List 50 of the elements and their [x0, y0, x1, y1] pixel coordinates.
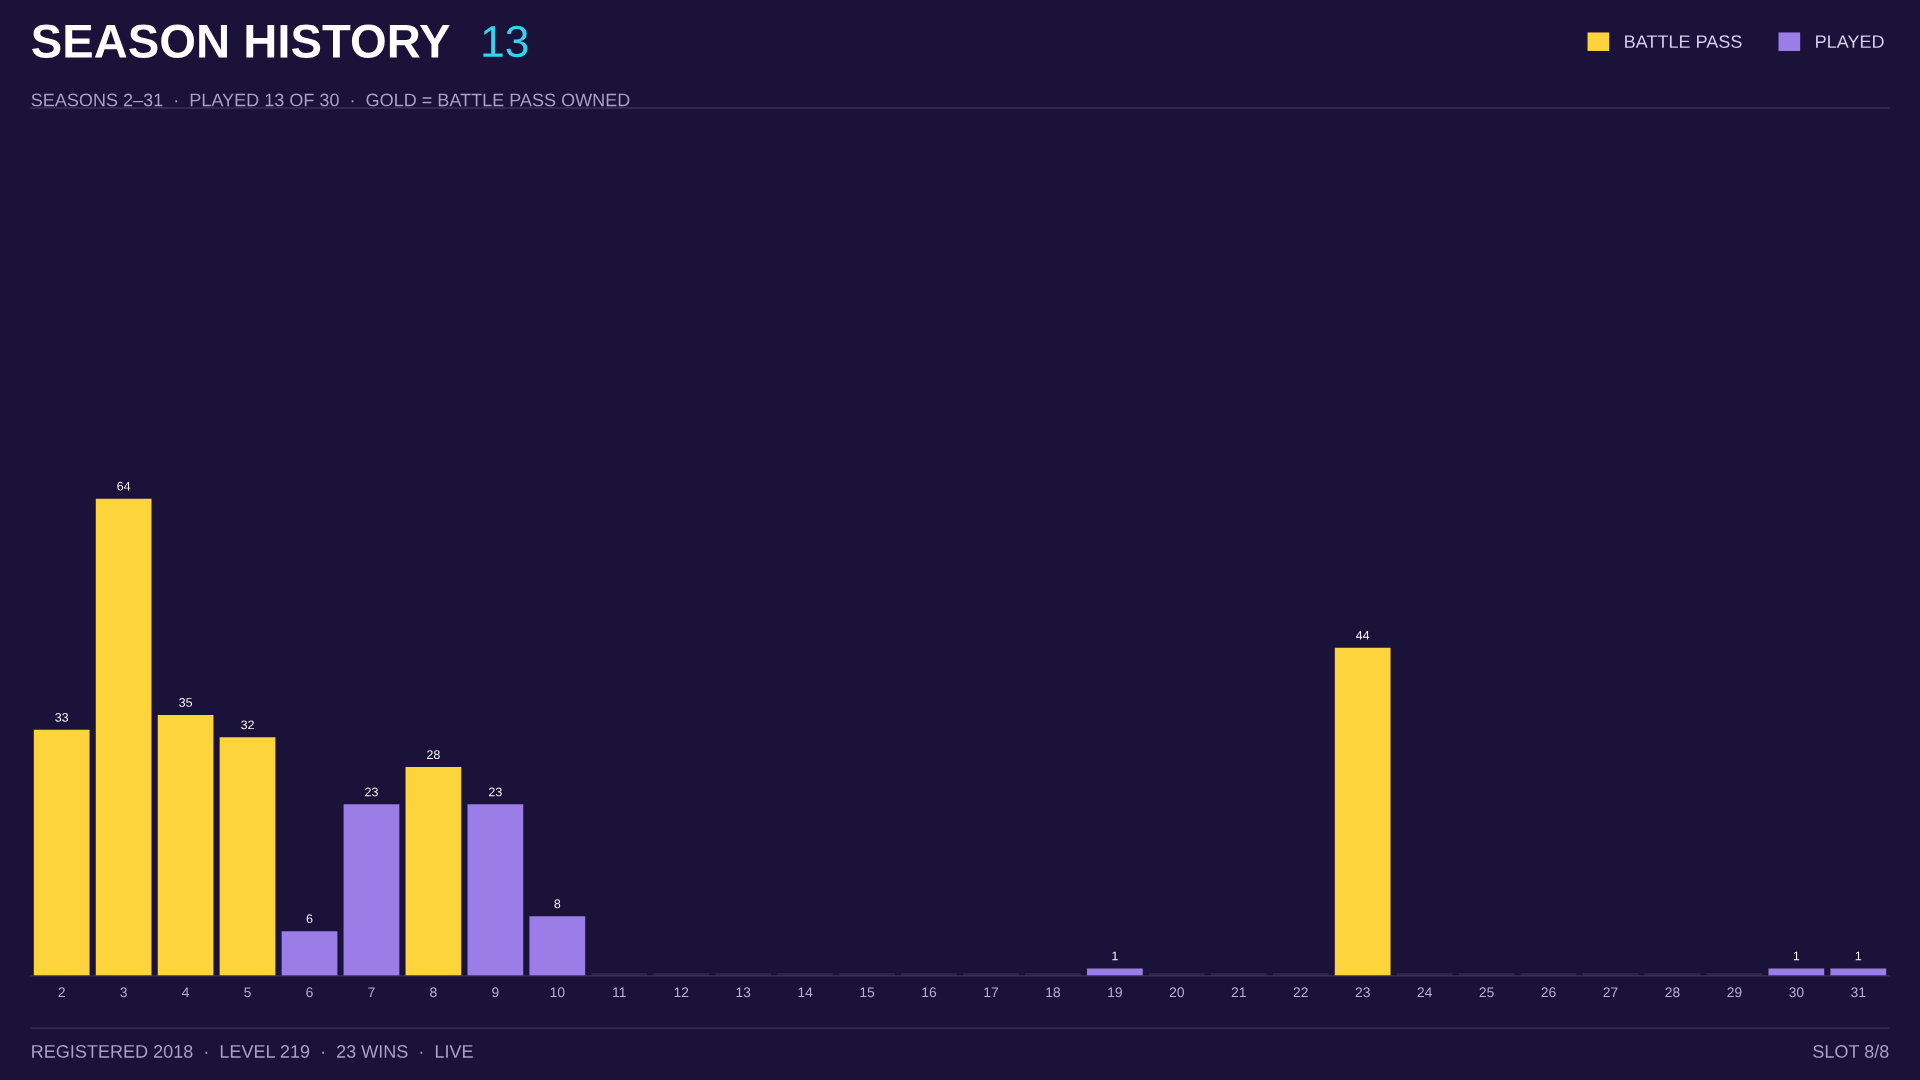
x-tick-label: 2: [58, 987, 65, 998]
x-tick-label: 16: [922, 987, 937, 998]
x-tick-label: 24: [1417, 987, 1432, 998]
data-label: 1: [1112, 951, 1118, 961]
x-tick-label: 29: [1727, 987, 1742, 998]
x-tick-label: 8: [430, 987, 437, 998]
data-label: 44: [1356, 631, 1370, 640]
data-label: 1: [1793, 951, 1800, 961]
data-label: 23: [489, 787, 502, 797]
x-tick-label: 11: [613, 987, 626, 998]
x-tick-label: 12: [674, 987, 689, 998]
x-tick-label: 9: [492, 987, 499, 998]
data-label: 6: [306, 914, 313, 924]
data-label: 33: [55, 712, 69, 722]
x-tick-label: 19: [1108, 987, 1122, 998]
x-tick-label: 31: [1851, 987, 1866, 998]
x-tick-label: 30: [1789, 987, 1804, 998]
x-tick-label: 18: [1046, 987, 1061, 998]
x-tick-label: 25: [1479, 987, 1494, 998]
x-tick-label: 6: [306, 987, 313, 998]
x-tick-label: 10: [550, 987, 565, 998]
data-label: 35: [179, 698, 193, 707]
x-tick-label: 27: [1603, 987, 1618, 998]
x-tick-label: 4: [182, 987, 190, 998]
text: REGISTERED 2018 · LEVEL 219 · 23 WINS · LIVE: [32, 1045, 473, 1058]
x-tick-label: 13: [736, 987, 751, 998]
legend-label: BATTLE PASS: [1625, 35, 1742, 48]
data-label: 1: [1855, 951, 1862, 961]
data-label: 8: [554, 899, 561, 909]
x-tick-label: 7: [368, 987, 375, 998]
x-tick-label: 23: [1355, 987, 1370, 998]
text: SEASONS 2–31 · PLAYED 13 OF 30 · GOLD = BATTLE PASS OWNED: [31, 93, 630, 107]
x-tick-label: 22: [1293, 987, 1308, 998]
x-tick-label: 15: [860, 987, 875, 998]
chart-subtitle: 13: [483, 25, 528, 58]
text: SLOT 8/8: [1813, 1044, 1889, 1058]
x-tick-label: 17: [984, 987, 998, 998]
x-tick-label: 21: [1231, 987, 1246, 998]
x-tick-label: 3: [120, 987, 127, 998]
x-tick-label: 26: [1541, 987, 1556, 998]
x-tick-label: 14: [798, 987, 813, 998]
data-label: 32: [241, 720, 254, 730]
x-tick-label: 20: [1169, 987, 1185, 998]
data-label: 23: [365, 787, 378, 797]
chart-title: SEASON HISTORY: [32, 24, 450, 59]
legend-label: PLAYED: [1816, 35, 1884, 48]
data-label: 28: [427, 750, 440, 760]
data-label: 64: [117, 481, 131, 491]
x-tick-label: 5: [244, 987, 251, 998]
x-tick-label: 28: [1665, 987, 1680, 998]
